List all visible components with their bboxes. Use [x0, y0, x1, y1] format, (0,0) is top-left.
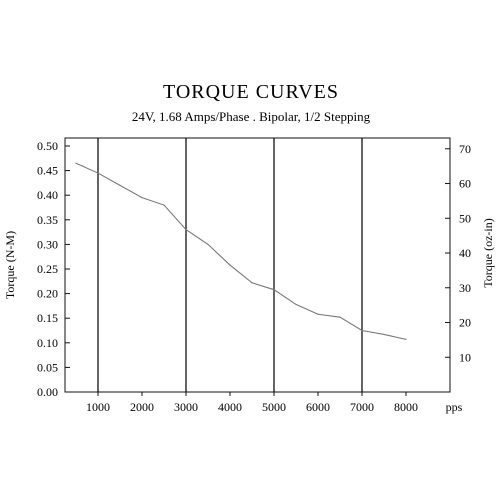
x-tick-label: 8000 — [394, 400, 418, 414]
series-point — [207, 243, 209, 245]
right-tick-label: 50 — [459, 211, 471, 225]
x-tick-label: 3000 — [174, 400, 198, 414]
chart-subtitle: 24V, 1.68 Amps/Phase . Bipolar, 1/2 Step… — [132, 109, 371, 124]
series-point — [339, 316, 341, 318]
series-point — [273, 289, 275, 291]
right-tick-label: 20 — [459, 316, 471, 330]
x-tick-label: 1000 — [86, 400, 110, 414]
left-tick-label: 0.50 — [37, 139, 58, 153]
left-tick-label: 0.05 — [37, 360, 58, 374]
series-point — [75, 162, 77, 164]
y-axis-label: Torque (N-M) — [3, 231, 17, 299]
left-tick-label: 0.45 — [37, 164, 58, 178]
x-tick-label: 6000 — [306, 400, 330, 414]
series-point — [185, 229, 187, 231]
left-tick-label: 0.40 — [37, 188, 58, 202]
left-axis-ticks: 0.00 0.05 0.10 0.15 0.20 0.25 0.30 0.35 0.40 0.45… — [37, 139, 70, 399]
series-point — [251, 282, 253, 284]
left-tick-label: 0.15 — [37, 311, 58, 325]
series-point — [361, 329, 363, 332]
right-tick-label: 30 — [459, 281, 471, 295]
x-tick-label: 4000 — [218, 400, 242, 414]
left-tick-label: 0.20 — [37, 287, 58, 301]
series-group — [75, 162, 407, 340]
x-axis-unit-label: pps — [446, 400, 463, 414]
series-point — [295, 303, 297, 306]
series-point — [405, 338, 407, 340]
y2-axis-label: Torque (oz-in) — [481, 218, 495, 287]
series-point — [119, 184, 121, 186]
right-tick-label: 70 — [459, 142, 471, 156]
left-tick-label: 0.30 — [37, 237, 58, 251]
x-tick-label: 7000 — [350, 400, 374, 414]
right-axis-ticks: 10 20 30 40 50 60 70 — [445, 142, 471, 364]
right-tick-label: 40 — [459, 246, 471, 260]
right-tick-label: 60 — [459, 177, 471, 191]
vertical-gridlines — [97, 138, 363, 392]
chart-title: TORQUE CURVES — [163, 81, 339, 103]
series-point — [317, 313, 319, 315]
x-tick-label: 2000 — [130, 400, 154, 414]
series-point — [163, 204, 165, 206]
series-point — [383, 333, 385, 336]
x-axis-ticks: 1000 2000 3000 4000 5000 6000 7000 8000 — [86, 392, 418, 414]
series-point — [141, 197, 143, 199]
left-tick-label: 0.35 — [37, 213, 58, 227]
x-tick-label: 5000 — [262, 400, 286, 414]
left-tick-label: 0.10 — [37, 336, 58, 350]
left-tick-label: 0.00 — [37, 385, 58, 399]
left-tick-label: 0.25 — [37, 262, 58, 276]
series-point — [97, 172, 99, 174]
right-tick-label: 10 — [459, 350, 471, 364]
plot-frame — [64, 137, 451, 393]
torque-series-line — [75, 162, 407, 340]
series-point — [229, 264, 231, 266]
